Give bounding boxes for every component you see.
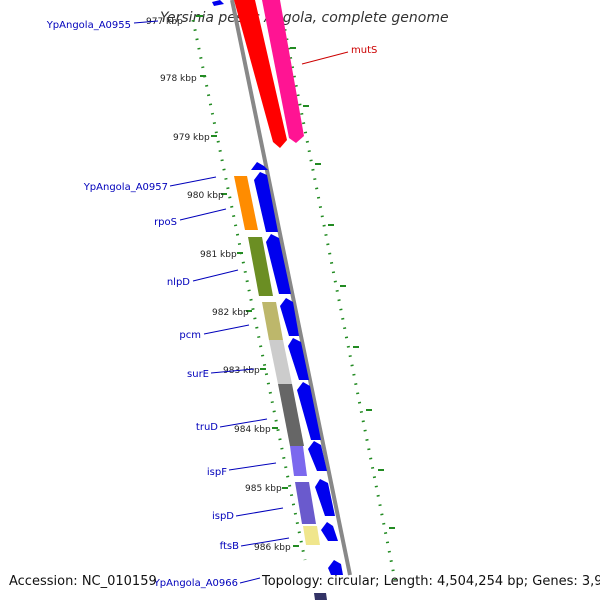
gene-block-orange xyxy=(234,176,258,230)
tick-label-984: 984 kbp xyxy=(234,425,271,435)
tick-label-979: 979 kbp xyxy=(173,133,210,143)
gene-arrow-pcm xyxy=(280,298,299,336)
label-YpAngola_A0957[interactable]: YpAngola_A0957 xyxy=(83,182,168,193)
label-ispD[interactable]: ispD xyxy=(212,511,234,522)
gene-block-paleyellow xyxy=(303,526,320,545)
genome-backbone xyxy=(230,0,352,576)
map-title: Yersinia pestis Angola, complete genome xyxy=(160,10,449,26)
label-YpAngola_A0955[interactable]: YpAngola_A0955 xyxy=(46,20,131,31)
tick-label-983: 983 kbp xyxy=(223,366,260,376)
gene-arrow-A0957 xyxy=(251,162,268,170)
right-ruler xyxy=(281,19,397,581)
gene-arrow-rpoS xyxy=(254,172,278,232)
label-pcm[interactable]: pcm xyxy=(179,330,201,341)
mutS-red-band xyxy=(234,0,287,148)
left-ticks xyxy=(196,15,299,547)
label-surE[interactable]: surE xyxy=(187,369,209,380)
leader-lines xyxy=(133,20,290,584)
gene-arrow-ispF xyxy=(308,441,327,471)
tick-label-977: 977 kbp xyxy=(146,17,183,27)
gene-arrow-nlpD xyxy=(266,234,291,294)
label-YpAngola_A0966[interactable]: YpAngola_A0966 xyxy=(153,578,238,589)
gene-arrow-A0966 xyxy=(328,560,343,575)
tick-label-981: 981 kbp xyxy=(200,250,237,260)
mutS-leader-line xyxy=(301,51,349,65)
accession-text: Accession: NC_010159 xyxy=(9,574,157,589)
gene-block-mediumslate xyxy=(295,482,316,524)
gene-arrow-truD xyxy=(297,382,321,440)
left-ruler xyxy=(191,19,307,561)
gene-arrow-surE xyxy=(288,338,309,380)
gene-block-khaki xyxy=(262,302,283,340)
label-mutS[interactable]: mutS xyxy=(351,45,377,56)
tick-label-982: 982 kbp xyxy=(212,308,249,318)
label-nlpD[interactable]: nlpD xyxy=(167,277,190,288)
label-truD[interactable]: truD xyxy=(196,422,218,433)
right-ticks xyxy=(290,47,395,529)
genome-summary-text: Topology: circular; Length: 4,504,254 bp… xyxy=(262,574,600,589)
gene-block-slateblue xyxy=(290,446,307,476)
gene-block-darkgray xyxy=(278,384,304,446)
gene-arrow-ispD xyxy=(315,479,335,516)
mutS-pink-band xyxy=(262,0,304,143)
gene-arrow-ftsB xyxy=(321,522,338,541)
tick-label-978: 978 kbp xyxy=(160,74,197,84)
label-ftsB[interactable]: ftsB xyxy=(220,541,239,552)
tick-label-985: 985 kbp xyxy=(245,484,282,494)
gene-block-lightgray xyxy=(269,340,292,384)
gene-top-stub xyxy=(212,0,224,6)
tick-label-980: 980 kbp xyxy=(187,191,224,201)
gene-bottom-stub xyxy=(314,593,327,600)
label-ispF[interactable]: ispF xyxy=(207,467,227,478)
gene-block-olive xyxy=(248,237,273,296)
tick-label-986: 986 kbp xyxy=(254,543,291,553)
label-rpoS[interactable]: rpoS xyxy=(154,217,177,228)
